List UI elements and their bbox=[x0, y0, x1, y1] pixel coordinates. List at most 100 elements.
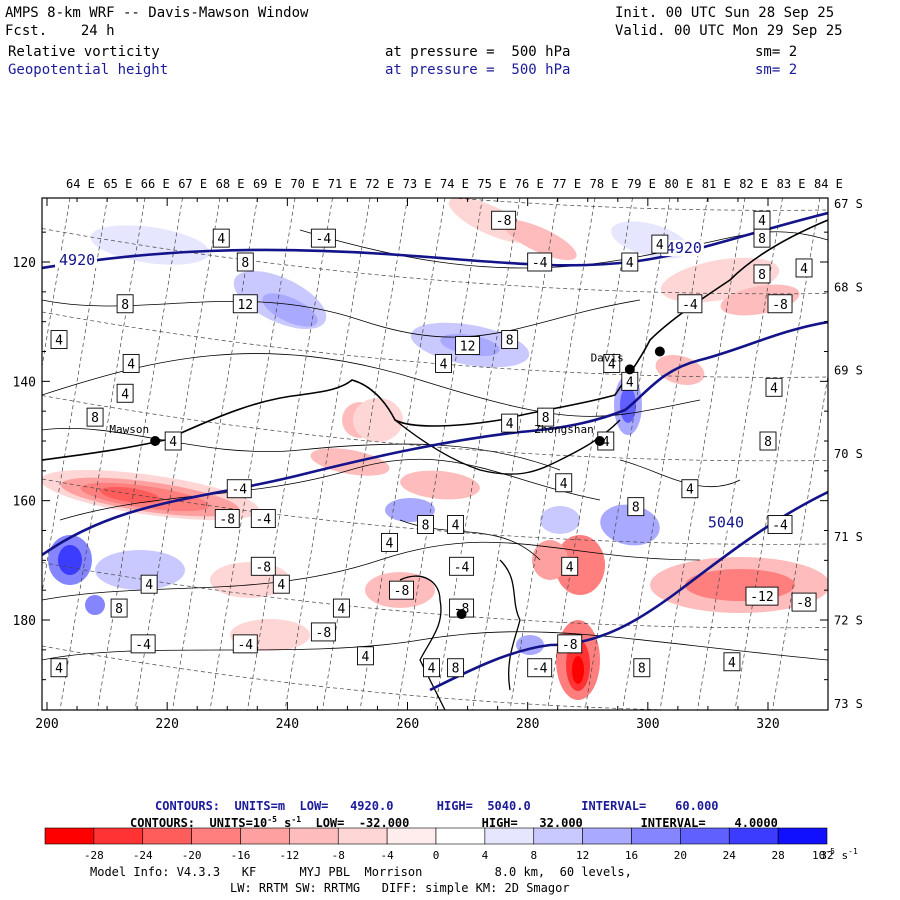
svg-text:4: 4 bbox=[217, 232, 225, 247]
vorticity-label: 4 bbox=[447, 515, 465, 534]
vorticity-label: 8 bbox=[537, 407, 555, 427]
svg-text:4: 4 bbox=[626, 256, 634, 271]
svg-text:4: 4 bbox=[362, 650, 370, 665]
colorbar-label: -28 bbox=[84, 849, 104, 862]
colorbar-label: 4 bbox=[482, 849, 489, 862]
longitude-label: 73 E bbox=[403, 177, 432, 191]
svg-text:-4: -4 bbox=[231, 483, 247, 498]
colorbar-label: 28 bbox=[772, 849, 785, 862]
longitude-label: 67 E bbox=[178, 177, 207, 191]
vorticity-label: -8 bbox=[250, 556, 276, 576]
longitude-label: 74 E bbox=[440, 177, 469, 191]
vorticity-label: -8 bbox=[791, 592, 817, 612]
vorticity-label: 8 bbox=[417, 515, 434, 534]
vorticity-label: 4 bbox=[356, 646, 374, 666]
colorbar-label: 32 bbox=[820, 849, 833, 862]
vorticity-label: 4 bbox=[561, 556, 579, 576]
vorticity-label: -8 bbox=[767, 294, 793, 314]
svg-text:4: 4 bbox=[452, 519, 460, 534]
field1-level: at pressure = 500 hPa bbox=[385, 44, 571, 60]
longitude-label: 75 E bbox=[477, 177, 506, 191]
station-name: Zhongshan bbox=[534, 423, 594, 436]
vorticity-label: -4 bbox=[310, 228, 336, 248]
svg-text:4: 4 bbox=[608, 357, 616, 372]
svg-text:-4: -4 bbox=[532, 256, 548, 271]
vorticity-label: 4 bbox=[423, 658, 440, 678]
colorbar-label: -24 bbox=[133, 849, 153, 862]
vorticity-label: 4 bbox=[50, 330, 68, 350]
vorticity-label: 8 bbox=[447, 658, 465, 678]
init-time: Init. 00 UTC Sun 28 Sep 25 bbox=[615, 5, 835, 21]
svg-text:4: 4 bbox=[440, 357, 448, 372]
station-marker bbox=[654, 346, 665, 357]
svg-text:-4: -4 bbox=[454, 560, 470, 575]
vorticity-label: -8 bbox=[214, 509, 240, 529]
longitude-label: 64 E bbox=[66, 177, 95, 191]
vorticity-label: 4 bbox=[435, 353, 452, 373]
latitude-label: 68 S bbox=[834, 280, 863, 294]
svg-text:4: 4 bbox=[728, 656, 736, 671]
y-tick-label: 180 bbox=[13, 614, 36, 629]
svg-text:-8: -8 bbox=[796, 596, 812, 611]
x-tick-label: 320 bbox=[756, 717, 779, 732]
svg-text:4: 4 bbox=[506, 417, 514, 432]
longitude-label: 70 E bbox=[290, 177, 319, 191]
svg-text:-12: -12 bbox=[750, 590, 773, 605]
model-info-2: LW: RRTM SW: RRTMG DIFF: simple KM: 2D S… bbox=[230, 881, 570, 895]
y-tick-label: 120 bbox=[13, 256, 36, 271]
vorticity-label: -4 bbox=[527, 658, 553, 678]
y-tick-label: 140 bbox=[13, 375, 36, 390]
colorbar-unit: 10-5 s-1 bbox=[812, 847, 858, 862]
vorticity-label: -4 bbox=[677, 294, 703, 314]
height-contour-2 bbox=[42, 320, 828, 557]
colorbar-label: 24 bbox=[723, 849, 737, 862]
vorticity-label: 4 bbox=[651, 234, 669, 254]
vorticity-label: -8 bbox=[557, 634, 583, 654]
longitude-label: 72 E bbox=[365, 177, 394, 191]
vorticity-label: 4 bbox=[555, 473, 573, 493]
vorticity-label: 4 bbox=[621, 371, 639, 391]
height-label: 4920 bbox=[59, 251, 95, 269]
svg-text:-4: -4 bbox=[135, 638, 151, 653]
longitude-label: 71 E bbox=[328, 177, 357, 191]
svg-text:-4: -4 bbox=[772, 519, 788, 534]
station-name: Mawson bbox=[109, 423, 149, 436]
longitude-label: 80 E bbox=[664, 177, 693, 191]
station-marker: Mawson bbox=[109, 423, 161, 446]
svg-text:4: 4 bbox=[121, 387, 129, 402]
field2-name: Geopotential height bbox=[8, 62, 169, 78]
svg-text:4: 4 bbox=[800, 262, 808, 277]
colorbar-label: 12 bbox=[576, 849, 589, 862]
x-tick-label: 260 bbox=[396, 717, 419, 732]
x-tick-label: 200 bbox=[35, 717, 58, 732]
longitude-label: 69 E bbox=[253, 177, 282, 191]
svg-text:8: 8 bbox=[422, 519, 430, 534]
valid-time: Valid. 00 UTC Mon 29 Sep 25 bbox=[615, 23, 843, 39]
svg-text:4: 4 bbox=[758, 214, 766, 229]
longitude-label: 82 E bbox=[739, 177, 768, 191]
latitude-label: 70 S bbox=[834, 447, 863, 461]
colorbar-label: -12 bbox=[279, 849, 299, 862]
vorticity-label: 8 bbox=[633, 658, 651, 678]
svg-text:-8: -8 bbox=[496, 214, 512, 229]
vorticity-contour-info: CONTOURS: UNITS=10-5 s-1 LOW= -32.000 HI… bbox=[130, 815, 778, 830]
vorticity-label: 8 bbox=[86, 407, 104, 427]
svg-text:12: 12 bbox=[237, 298, 253, 313]
station-marker: Davis bbox=[591, 351, 635, 375]
svg-text:4: 4 bbox=[560, 477, 568, 492]
longitude-label: 66 E bbox=[141, 177, 170, 191]
vorticity-label: 4 bbox=[272, 574, 290, 594]
plot-frame bbox=[41, 197, 829, 711]
vorticity-label: 4 bbox=[212, 228, 230, 248]
vorticity-label: 8 bbox=[116, 294, 134, 314]
vorticity-label: 4 bbox=[164, 431, 182, 451]
svg-text:-8: -8 bbox=[316, 626, 332, 641]
svg-text:4: 4 bbox=[145, 578, 153, 593]
svg-text:4: 4 bbox=[169, 435, 177, 450]
vorticity-label: -8 bbox=[491, 210, 517, 230]
vorticity-label: -4 bbox=[130, 634, 156, 654]
svg-text:4: 4 bbox=[428, 662, 436, 677]
x-tick-label: 240 bbox=[276, 717, 299, 732]
station-marker bbox=[456, 609, 467, 620]
